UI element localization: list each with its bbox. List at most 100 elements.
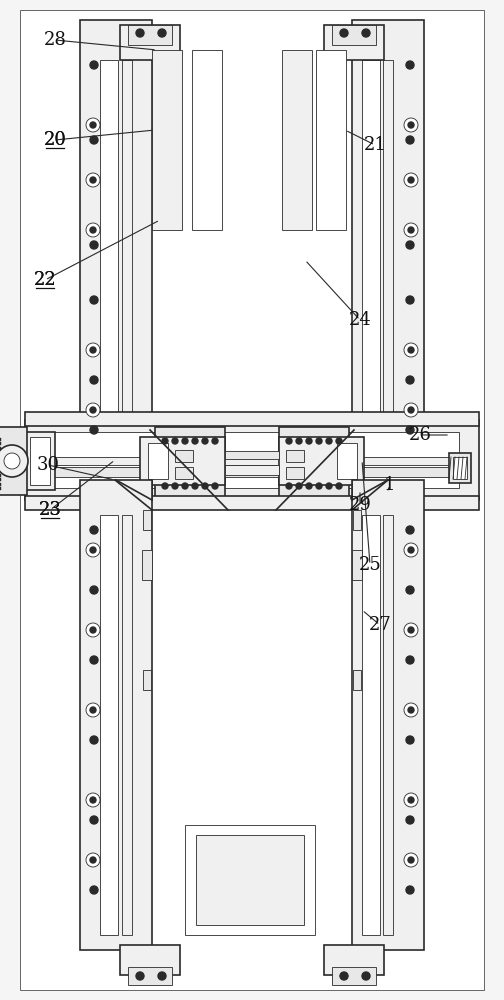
Bar (362, 515, 380, 935)
Bar (383, 60, 393, 460)
Circle shape (306, 483, 312, 489)
Circle shape (404, 173, 418, 187)
Circle shape (408, 122, 414, 128)
Bar (383, 515, 393, 935)
Bar (0, 474, 1, 477)
Circle shape (90, 61, 98, 69)
Bar (279, 427, 349, 455)
Bar (324, 945, 384, 975)
Circle shape (404, 703, 418, 717)
Bar (332, 25, 376, 45)
Bar (140, 437, 225, 485)
Bar (0, 464, 1, 468)
Bar (80, 480, 152, 950)
Text: 22: 22 (34, 271, 56, 289)
Circle shape (172, 438, 178, 444)
Circle shape (408, 547, 414, 553)
Bar (148, 443, 168, 479)
Bar (128, 25, 172, 45)
Circle shape (404, 118, 418, 132)
Bar (142, 550, 152, 580)
Bar (0, 456, 1, 458)
Circle shape (408, 707, 414, 713)
Circle shape (404, 543, 418, 557)
Bar (324, 25, 384, 60)
Text: 26: 26 (409, 426, 431, 444)
Circle shape (408, 407, 414, 413)
Circle shape (202, 483, 208, 489)
Text: 24: 24 (349, 311, 371, 329)
Circle shape (336, 438, 342, 444)
Circle shape (182, 438, 188, 444)
Bar (25, 496, 479, 510)
Bar (175, 450, 193, 462)
Text: 23: 23 (39, 501, 61, 519)
Bar (155, 427, 225, 455)
Bar (282, 50, 312, 230)
Bar (352, 480, 424, 950)
Text: 27: 27 (368, 616, 392, 634)
Circle shape (90, 376, 98, 384)
Bar (25, 412, 479, 426)
Bar (128, 967, 172, 985)
Circle shape (90, 296, 98, 304)
Bar (100, 515, 118, 935)
Bar (337, 443, 357, 479)
Bar (0, 427, 27, 495)
Circle shape (406, 816, 414, 824)
Circle shape (406, 61, 414, 69)
Circle shape (4, 453, 20, 469)
Bar (353, 670, 361, 690)
Circle shape (86, 703, 100, 717)
Bar (50, 457, 454, 465)
Bar (175, 467, 193, 479)
Circle shape (408, 347, 414, 353)
Text: 22: 22 (34, 271, 56, 289)
Bar (0, 469, 1, 472)
Circle shape (408, 627, 414, 633)
Bar (352, 550, 362, 580)
Circle shape (404, 343, 418, 357)
Bar (352, 20, 424, 480)
Bar (286, 450, 304, 462)
Bar (122, 515, 132, 935)
Circle shape (404, 403, 418, 417)
Bar (100, 60, 118, 460)
Circle shape (90, 797, 96, 803)
Circle shape (408, 857, 414, 863)
Circle shape (336, 483, 342, 489)
Bar (362, 60, 380, 460)
Circle shape (90, 547, 96, 553)
Circle shape (86, 543, 100, 557)
Circle shape (326, 483, 332, 489)
Circle shape (340, 29, 348, 37)
Circle shape (86, 118, 100, 132)
Bar (120, 945, 180, 975)
Circle shape (296, 483, 302, 489)
Circle shape (0, 445, 28, 477)
Circle shape (86, 793, 100, 807)
Bar (80, 20, 152, 480)
Bar (279, 472, 349, 500)
Circle shape (90, 656, 98, 664)
Bar (152, 50, 182, 230)
Circle shape (326, 438, 332, 444)
Circle shape (172, 483, 178, 489)
Text: 28: 28 (43, 31, 67, 49)
Circle shape (362, 29, 370, 37)
Circle shape (86, 853, 100, 867)
Circle shape (86, 173, 100, 187)
Circle shape (212, 483, 218, 489)
Circle shape (90, 177, 96, 183)
Circle shape (182, 483, 188, 489)
Bar (155, 472, 225, 500)
Circle shape (86, 223, 100, 237)
Circle shape (90, 227, 96, 233)
Bar (0, 438, 1, 440)
Circle shape (158, 972, 166, 980)
Circle shape (408, 227, 414, 233)
Bar (25, 432, 55, 490)
Circle shape (90, 526, 98, 534)
Circle shape (286, 483, 292, 489)
Bar (0, 478, 1, 481)
